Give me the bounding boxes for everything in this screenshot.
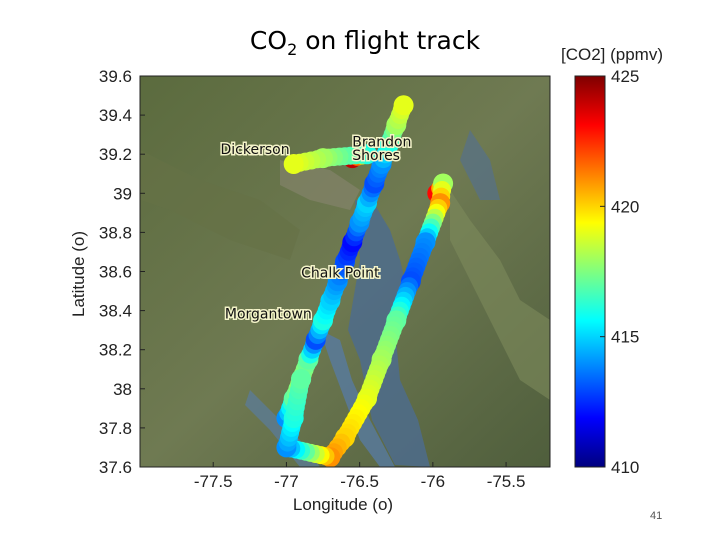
colorbar-ticks: 410 415 420 425 <box>600 67 639 477</box>
colorbar-tick-label: 410 <box>611 458 639 477</box>
place-label: Morgantown <box>225 306 312 322</box>
place-label: Chalk Point <box>301 265 380 281</box>
x-axis-ticks: -77.5 -77 -76.5 -76 -75.5 <box>194 462 526 491</box>
place-label: Shores <box>352 148 400 164</box>
y-tick-label: 39.2 <box>99 145 132 164</box>
place-label: Brandon <box>352 134 411 150</box>
y-tick-label: 38.6 <box>99 263 132 282</box>
y-axis-label: Latitude (o) <box>69 231 88 317</box>
y-tick-label: 38 <box>113 380 132 399</box>
track-point <box>291 369 312 389</box>
x-tick-label: -76 <box>421 472 446 491</box>
y-tick-label: 38.4 <box>99 302 132 321</box>
flight-track <box>276 95 454 468</box>
y-tick-label: 38.2 <box>99 341 132 360</box>
x-tick-label: -77.5 <box>194 472 233 491</box>
track-point <box>393 95 414 116</box>
x-tick-label: -75.5 <box>487 472 526 491</box>
place-label: Dickerson <box>221 142 290 158</box>
colorbar-tick-label: 425 <box>611 67 639 86</box>
chart-title: CO2 on flight track <box>249 26 481 59</box>
x-axis-label: Longitude (o) <box>293 495 393 514</box>
y-tick-label: 37.6 <box>99 458 132 477</box>
y-tick-label: 39 <box>113 184 132 203</box>
colorbar-label: [CO2] (ppmv) <box>561 45 663 64</box>
y-tick-label: 38.8 <box>99 223 132 242</box>
colorbar <box>574 75 606 468</box>
y-axis-ticks: 37.6 37.8 38 38.2 38.4 38.6 38.8 39 39.2 39.4 39.6 <box>99 67 145 477</box>
colorbar-tick-label: 415 <box>611 328 639 347</box>
x-tick-label: -77 <box>274 472 299 491</box>
y-tick-label: 37.8 <box>99 419 132 438</box>
x-tick-label: -76.5 <box>340 472 379 491</box>
colorbar-tick-label: 420 <box>611 197 639 216</box>
page-number: 41 <box>650 510 663 522</box>
y-tick-label: 39.6 <box>99 67 132 86</box>
track-point <box>283 154 304 174</box>
y-tick-label: 39.4 <box>99 106 132 125</box>
